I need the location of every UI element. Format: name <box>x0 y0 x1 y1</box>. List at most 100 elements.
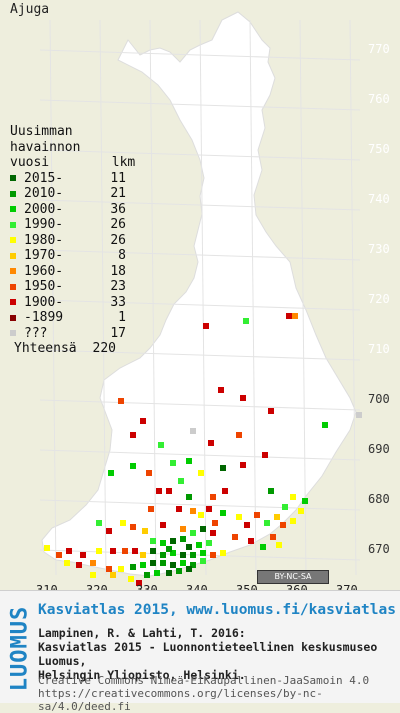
north-grid-label: 760 <box>368 92 390 106</box>
occurrence-square <box>236 432 242 438</box>
occurrence-square <box>150 538 156 544</box>
occurrence-square <box>200 558 206 564</box>
legend-period-label: 2015- <box>24 170 64 186</box>
occurrence-square <box>243 318 249 324</box>
occurrence-square <box>280 522 286 528</box>
occurrence-square <box>186 566 192 572</box>
occurrence-square <box>166 546 172 552</box>
legend-swatch <box>10 221 16 228</box>
occurrence-square <box>212 520 218 526</box>
north-grid-label: 770 <box>368 42 390 56</box>
legend-period-label: -1899 <box>24 310 64 325</box>
species-title: Ajuga <box>10 2 50 17</box>
license-line-1: Creative Commons Nimeä-EiKaupallinen-Jaa… <box>38 674 370 687</box>
occurrence-square <box>222 488 228 494</box>
occurrence-square <box>198 512 204 518</box>
legend-period-label: 1990- <box>24 217 64 232</box>
occurrence-square <box>66 548 72 554</box>
occurrence-square <box>160 540 166 546</box>
occurrence-square <box>210 552 216 558</box>
occurrence-square <box>302 498 308 504</box>
legend-row: 1980- 26 <box>10 233 135 249</box>
occurrence-square <box>64 560 70 566</box>
occurrence-square <box>144 572 150 578</box>
occurrence-square <box>130 432 136 438</box>
legend-row: 1970- 8 <box>10 248 135 264</box>
occurrence-square <box>264 520 270 526</box>
legend-period-label: 1950- <box>24 279 64 294</box>
occurrence-square <box>196 542 202 548</box>
occurrence-square <box>210 494 216 500</box>
occurrence-square <box>220 550 226 556</box>
occurrence-square <box>290 494 296 500</box>
occurrence-square <box>110 548 116 554</box>
occurrence-square <box>160 522 166 528</box>
occurrence-square <box>160 552 166 558</box>
finland-land <box>41 11 357 577</box>
north-grid-label: 740 <box>368 192 390 206</box>
distribution-map: Ajuga Uusimman havainnon vuosi lkm 2015-… <box>10 2 390 597</box>
legend-period-label: 1960- <box>24 263 64 279</box>
occurrence-square <box>180 536 186 542</box>
occurrence-square <box>210 530 216 536</box>
legend-row: 1960- 18 <box>10 264 135 280</box>
occurrence-square <box>268 488 274 494</box>
occurrence-square <box>203 323 209 329</box>
occurrence-square <box>132 548 138 554</box>
occurrence-square <box>356 412 362 418</box>
occurrence-square <box>140 418 146 424</box>
occurrence-square <box>106 528 112 534</box>
occurrence-square <box>170 550 176 556</box>
license-line-2[interactable]: https://creativecommons.org/licenses/by-… <box>38 687 323 713</box>
occurrence-square <box>96 520 102 526</box>
legend-swatch <box>10 330 16 337</box>
north-grid-label: 710 <box>368 342 390 356</box>
legend-row: 1900- 33 <box>10 295 135 311</box>
occurrence-square <box>122 548 128 554</box>
cc-license-badge[interactable]: BY-NC-SA <box>257 570 329 584</box>
occurrence-square <box>180 552 186 558</box>
occurrence-square <box>110 572 116 578</box>
legend-swatch <box>10 175 16 182</box>
legend-count: 21 <box>110 186 126 201</box>
occurrence-square <box>146 470 152 476</box>
occurrence-square <box>180 526 186 532</box>
legend-row: 1950- 23 <box>10 279 135 295</box>
legend-heading-1: Uusimman <box>10 124 73 139</box>
occurrence-square <box>292 313 298 319</box>
finland-map-svg <box>39 11 362 586</box>
occurrence-square <box>154 570 160 576</box>
legend-heading-2: havainnon <box>10 139 81 155</box>
legend-swatch <box>10 268 16 275</box>
legend-swatch <box>10 252 16 259</box>
occurrence-square <box>90 560 96 566</box>
occurrence-square <box>268 408 274 414</box>
legend: Uusimman havainnon vuosi lkm 2015- 11 2010… <box>10 124 135 357</box>
legend-count: 8 <box>118 248 126 263</box>
legend-swatch <box>10 314 16 321</box>
north-grid-label: 670 <box>368 542 390 556</box>
site-link[interactable]: Kasviatlas 2015, www.luomus.fi/kasviatla… <box>38 602 396 618</box>
occurrence-square <box>236 514 242 520</box>
occurrence-square <box>56 552 62 558</box>
occurrence-square <box>176 506 182 512</box>
occurrence-square <box>118 566 124 572</box>
occurrence-square <box>170 460 176 466</box>
occurrence-square <box>136 580 142 586</box>
legend-count: 11 <box>110 170 126 186</box>
occurrence-square <box>206 540 212 546</box>
occurrence-square <box>166 570 172 576</box>
occurrence-square <box>206 506 212 512</box>
occurrence-square <box>156 488 162 494</box>
occurrence-square <box>178 478 184 484</box>
occurrence-square <box>240 395 246 401</box>
legend-swatch <box>10 283 16 290</box>
occurrence-square <box>44 545 50 551</box>
luomus-logo: LUOMUS <box>8 596 33 700</box>
north-grid-label: 680 <box>368 492 390 506</box>
occurrence-square <box>244 522 250 528</box>
legend-heading-3: vuosi lkm <box>10 155 136 170</box>
occurrence-square <box>190 530 196 536</box>
legend-count: 33 <box>110 294 126 310</box>
occurrence-square <box>200 526 206 532</box>
